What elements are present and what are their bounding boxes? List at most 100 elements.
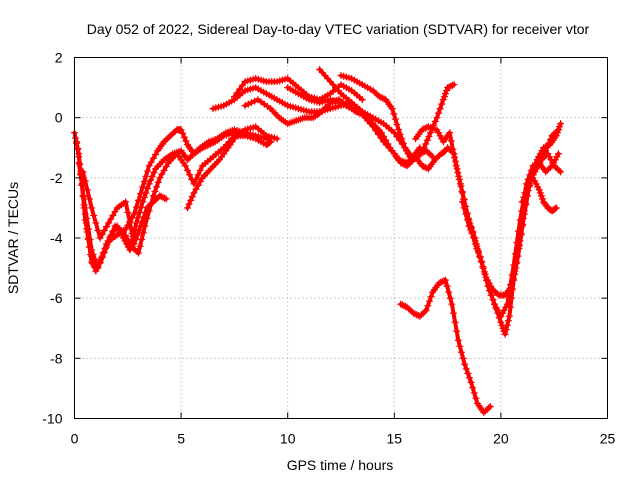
data-point [135, 226, 143, 234]
data-point [398, 160, 406, 168]
y-tick-label: 2 [55, 50, 63, 66]
data-point [463, 216, 471, 224]
data-point [163, 135, 171, 143]
data-point [445, 145, 453, 153]
data-series [337, 72, 458, 164]
data-point [553, 165, 561, 173]
data-point [409, 155, 417, 163]
data-point [88, 204, 96, 212]
data-point [151, 187, 159, 195]
data-point [555, 166, 563, 174]
data-point [556, 123, 564, 131]
x-tick-label: 0 [71, 431, 79, 447]
data-point [432, 154, 440, 162]
data-point [377, 93, 385, 101]
data-point [412, 154, 420, 162]
data-point [192, 185, 200, 193]
data-series [397, 276, 494, 416]
data-point [553, 153, 561, 161]
data-point [452, 157, 460, 165]
data-point [552, 163, 560, 171]
data-point [162, 136, 170, 144]
data-point [469, 384, 477, 392]
data-point [433, 114, 441, 122]
data-point [400, 302, 408, 310]
data-point [236, 85, 244, 93]
data-point [544, 141, 552, 149]
data-point [421, 163, 429, 171]
data-point [541, 143, 549, 151]
data-point [450, 81, 458, 89]
data-point [536, 189, 544, 197]
y-tick-label: -4 [50, 230, 63, 246]
data-point [414, 311, 422, 319]
data-point [375, 93, 383, 101]
data-point [449, 309, 457, 317]
data-point [98, 254, 106, 262]
data-point [529, 174, 537, 182]
data-point [372, 90, 380, 98]
data-point [398, 301, 406, 309]
data-point [190, 180, 198, 188]
data-point [388, 105, 396, 113]
data-point [458, 187, 466, 195]
data-point [436, 132, 444, 140]
data-point [134, 214, 142, 222]
data-point [420, 144, 428, 152]
data-point [540, 144, 548, 152]
x-tick-label: 25 [600, 431, 616, 447]
data-point [470, 233, 478, 241]
data-point [557, 168, 565, 176]
data-point [85, 195, 93, 203]
data-point [438, 100, 446, 108]
data-point [80, 193, 88, 201]
data-point [467, 378, 475, 386]
data-point [100, 248, 108, 256]
data-point [136, 208, 144, 216]
data-point [371, 88, 379, 96]
data-point [536, 159, 544, 167]
data-point [531, 168, 539, 176]
data-point [109, 211, 117, 219]
data-point [557, 120, 565, 128]
data-point [435, 279, 443, 287]
data-point [418, 126, 426, 134]
data-point [130, 210, 138, 218]
data-point [233, 89, 241, 97]
data-point [247, 99, 255, 107]
data-point [81, 177, 89, 185]
y-tick-label: -2 [50, 170, 63, 186]
data-point [461, 360, 469, 368]
data-point [497, 312, 505, 320]
data-point [486, 402, 494, 410]
data-point [369, 87, 377, 95]
data-point [405, 305, 413, 313]
x-tick-label: 5 [177, 431, 185, 447]
data-point [436, 105, 444, 113]
data-point [431, 156, 439, 164]
data-point [447, 82, 455, 90]
y-tick-label: -10 [42, 411, 62, 427]
data-point [98, 230, 106, 238]
data-point [182, 137, 190, 145]
data-point [445, 288, 453, 296]
data-point [533, 165, 541, 173]
data-point [554, 126, 562, 134]
data-point [514, 227, 522, 235]
data-point [405, 160, 413, 168]
data-point [149, 154, 157, 162]
data-point [241, 102, 249, 110]
data-point [456, 180, 464, 188]
data-point [158, 170, 166, 178]
data-point [504, 317, 512, 325]
data-point [380, 95, 388, 103]
data-point [186, 171, 194, 179]
data-point [140, 213, 148, 221]
data-point [445, 83, 453, 91]
chart-title: Day 052 of 2022, Sidereal Day-to-day VTE… [87, 21, 590, 37]
data-point [185, 200, 193, 208]
data-point [441, 90, 449, 98]
data-point [150, 169, 158, 177]
data-point [427, 293, 435, 301]
data-point [170, 129, 178, 137]
